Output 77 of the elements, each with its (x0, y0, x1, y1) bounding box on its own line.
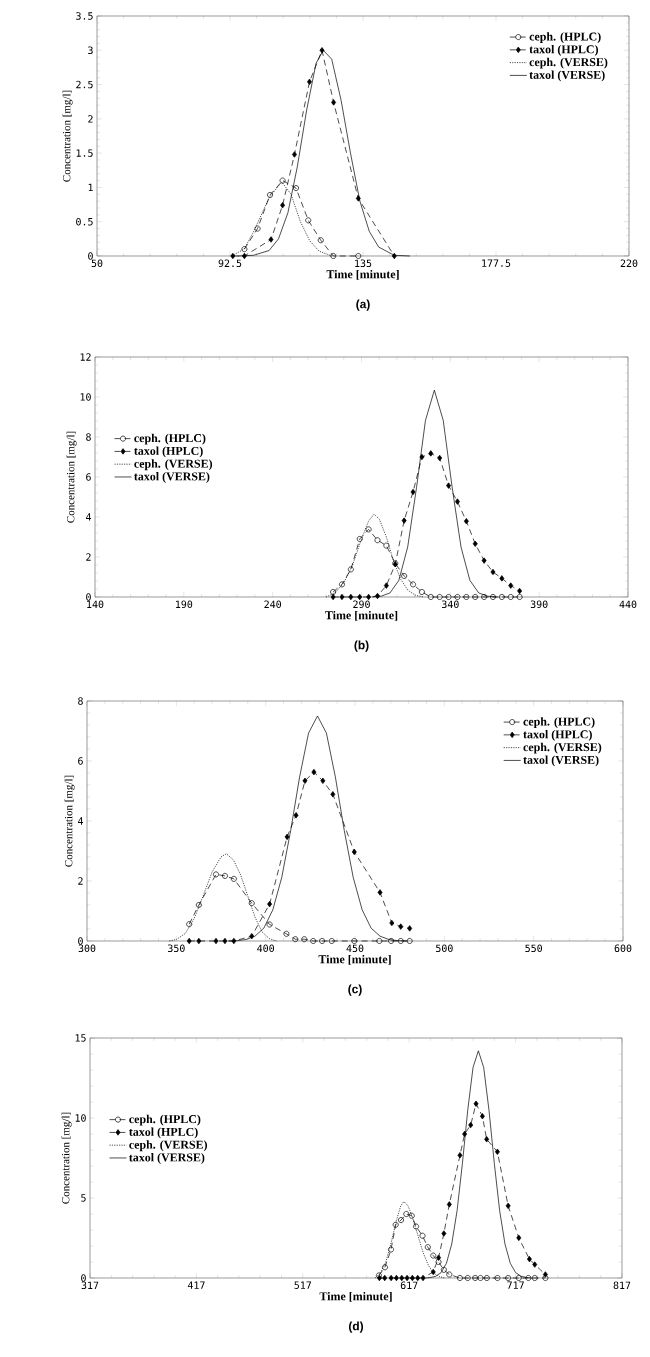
x-tick-label: 140 (87, 600, 104, 609)
y-axis-title: Concentration [mg/l] (61, 1112, 72, 1204)
legend-label: ceph. (HPLC) (529, 32, 601, 44)
y-tick-label: 0 (88, 252, 93, 260)
y-tick-label: 0 (78, 937, 83, 945)
x-axis-title: Time [minute] (325, 610, 398, 621)
y-tick-label: 0.5 (76, 217, 93, 226)
legend-label: taxol (VERSE) (129, 1153, 205, 1164)
y-tick-label: 2 (88, 115, 93, 123)
x-tick-label: 300 (78, 944, 96, 953)
legend-label: taxol (VERSE) (134, 472, 210, 483)
y-tick-label: 4 (77, 817, 84, 825)
legend-label: ceph. (VERSE) (129, 1140, 208, 1152)
legend-label: ceph. (VERSE) (529, 57, 608, 69)
x-tick-label: 600 (614, 944, 632, 953)
x-tick-label: 177.5 (482, 259, 511, 267)
x-tick-label: 717 (507, 1281, 524, 1289)
legend-label: taxol (HPLC) (129, 1127, 198, 1139)
x-tick-label: 550 (525, 944, 543, 953)
legend-label: ceph. (VERSE) (134, 459, 213, 471)
legend-label: ceph. (VERSE) (523, 742, 602, 754)
x-tick-label: 220 (620, 259, 638, 268)
x-tick-label: 317 (81, 1281, 99, 1290)
x-tick-label: 340 (442, 600, 459, 609)
x-axis-title: Time [minute] (326, 269, 399, 280)
y-axis-title: Concentration [mg/l] (62, 90, 73, 182)
y-tick-label: 15 (75, 1034, 86, 1042)
legend-label: ceph. (HPLC) (129, 1114, 201, 1126)
y-tick-label: 3.5 (76, 12, 93, 20)
x-tick-label: 190 (176, 600, 193, 609)
y-tick-label: 12 (80, 353, 91, 361)
x-tick-label: 50 (91, 259, 103, 268)
legend-label: ceph. (HPLC) (523, 717, 595, 729)
legend-label: taxol (VERSE) (523, 755, 599, 767)
x-tick-label: 440 (619, 600, 637, 609)
y-tick-label: 0 (81, 1274, 86, 1282)
y-tick-label: 8 (78, 697, 83, 705)
x-tick-label: 417 (187, 1281, 205, 1289)
y-tick-label: 1.5 (76, 149, 93, 157)
y-tick-label: 0 (86, 593, 91, 601)
y-tick-label: 1 (88, 183, 93, 192)
x-tick-label: 135 (355, 259, 372, 268)
legend-label: taxol (HPLC) (523, 729, 592, 741)
y-tick-label: 4 (85, 513, 92, 521)
y-tick-label: 10 (80, 393, 91, 401)
text: (d) (348, 1321, 364, 1333)
y-tick-label: 6 (78, 757, 83, 765)
y-tick-label: 2 (86, 553, 91, 561)
x-tick-label: 92.5 (218, 259, 242, 268)
x-tick-label: 240 (264, 600, 282, 609)
x-tick-label: 817 (613, 1281, 631, 1290)
x-tick-label: 617 (400, 1281, 418, 1290)
x-tick-label: 390 (530, 600, 548, 609)
x-tick-label: 517 (294, 1281, 312, 1289)
y-tick-label: 10 (75, 1114, 86, 1122)
y-axis-title: Concentration [mg/l] (66, 431, 77, 523)
legend-label: ceph. (HPLC) (134, 433, 206, 445)
x-tick-label: 290 (353, 600, 370, 609)
y-tick-label: 2.5 (76, 80, 93, 89)
x-tick-label: 400 (257, 944, 275, 953)
legend-label: taxol (HPLC) (529, 44, 599, 56)
y-axis-title: Concentration [mg/l] (64, 775, 75, 867)
y-tick-label: 8 (86, 433, 91, 441)
y-tick-label: 2 (78, 877, 83, 885)
y-tick-label: 3 (88, 46, 93, 55)
text: (c) (348, 984, 362, 996)
text: (a) (356, 299, 370, 311)
x-tick-label: 350 (168, 944, 185, 953)
x-axis-title: Time [minute] (319, 1291, 392, 1302)
x-tick-label: 450 (346, 944, 364, 953)
legend-label: taxol (HPLC) (134, 446, 203, 458)
y-tick-label: 6 (86, 473, 91, 481)
text: (b) (354, 640, 369, 652)
y-tick-label: 5 (81, 1194, 86, 1202)
legend-label: taxol (VERSE) (529, 70, 605, 82)
x-axis-title: Time [minute] (318, 954, 391, 965)
x-tick-label: 500 (436, 944, 453, 953)
